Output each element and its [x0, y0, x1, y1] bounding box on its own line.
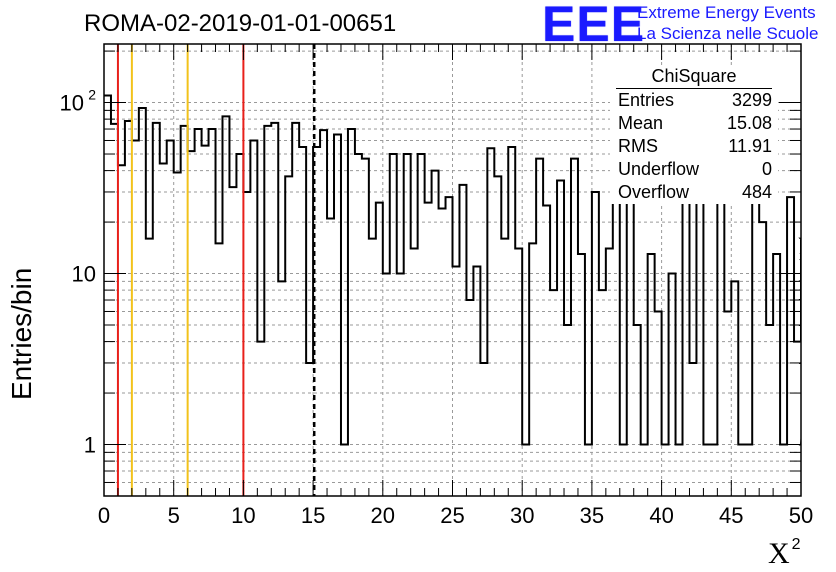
x-tick-label: 50: [789, 503, 813, 528]
stats-label: Underflow: [618, 159, 700, 179]
x-axis-label-sup: 2: [791, 536, 801, 553]
stats-label: Mean: [618, 113, 664, 133]
stats-value: 484: [741, 182, 772, 202]
x-tick-label: 20: [371, 503, 395, 528]
x-tick-label: 30: [510, 503, 534, 528]
stats-box: ChiSquare Entries 3299 Mean 15.08 RMS 11.91…: [610, 66, 778, 204]
histogram-layer: [104, 94, 801, 446]
stats-value: 15.08: [726, 113, 772, 133]
stats-row-rms: RMS 11.91: [610, 135, 778, 158]
x-tick-label: 10: [231, 503, 255, 528]
stats-value: 11.91: [728, 136, 772, 156]
x-tick-label: 15: [301, 503, 325, 528]
x-tick-label: 35: [580, 503, 604, 528]
stats-label: Overflow: [618, 182, 690, 202]
plot-frame: [103, 43, 802, 497]
x-tick-label: 40: [649, 503, 673, 528]
x-tick-label: 25: [440, 503, 464, 528]
stats-row-underflow: Underflow 0: [610, 158, 778, 181]
stats-value: 0: [761, 159, 772, 179]
y-tick-label-sup: 2: [88, 87, 96, 103]
y-tick-label: 10: [72, 262, 96, 287]
x-tick-label: 45: [719, 503, 743, 528]
logo-subtitle-line1: Extreme Energy Events: [637, 3, 816, 22]
histogram-outline: [104, 94, 801, 446]
reference-lines: [116, 44, 316, 496]
stats-title: ChiSquare: [616, 66, 772, 89]
x-tick-label: 5: [168, 503, 180, 528]
stats-label: RMS: [618, 136, 658, 156]
y-axis-label: Entries/bin: [6, 267, 37, 400]
stats-label: Entries: [618, 90, 675, 110]
stats-value: 3299: [731, 90, 772, 110]
stats-row-mean: Mean 15.08: [610, 112, 778, 135]
eee-logo: EEE: [542, 0, 646, 52]
stats-row-entries: Entries 3299: [610, 89, 778, 112]
x-axis-label-main: X: [768, 537, 790, 570]
x-tick-label: 0: [98, 503, 110, 528]
y-tick-label: 1: [84, 433, 96, 458]
y-tick-label: 10: [60, 91, 84, 116]
logo-subtitle-line2: La Scienza nelle Scuole: [637, 24, 819, 43]
chart-title: ROMA-02-2019-01-01-00651: [84, 10, 397, 37]
stats-row-overflow: Overflow 484: [610, 181, 778, 204]
